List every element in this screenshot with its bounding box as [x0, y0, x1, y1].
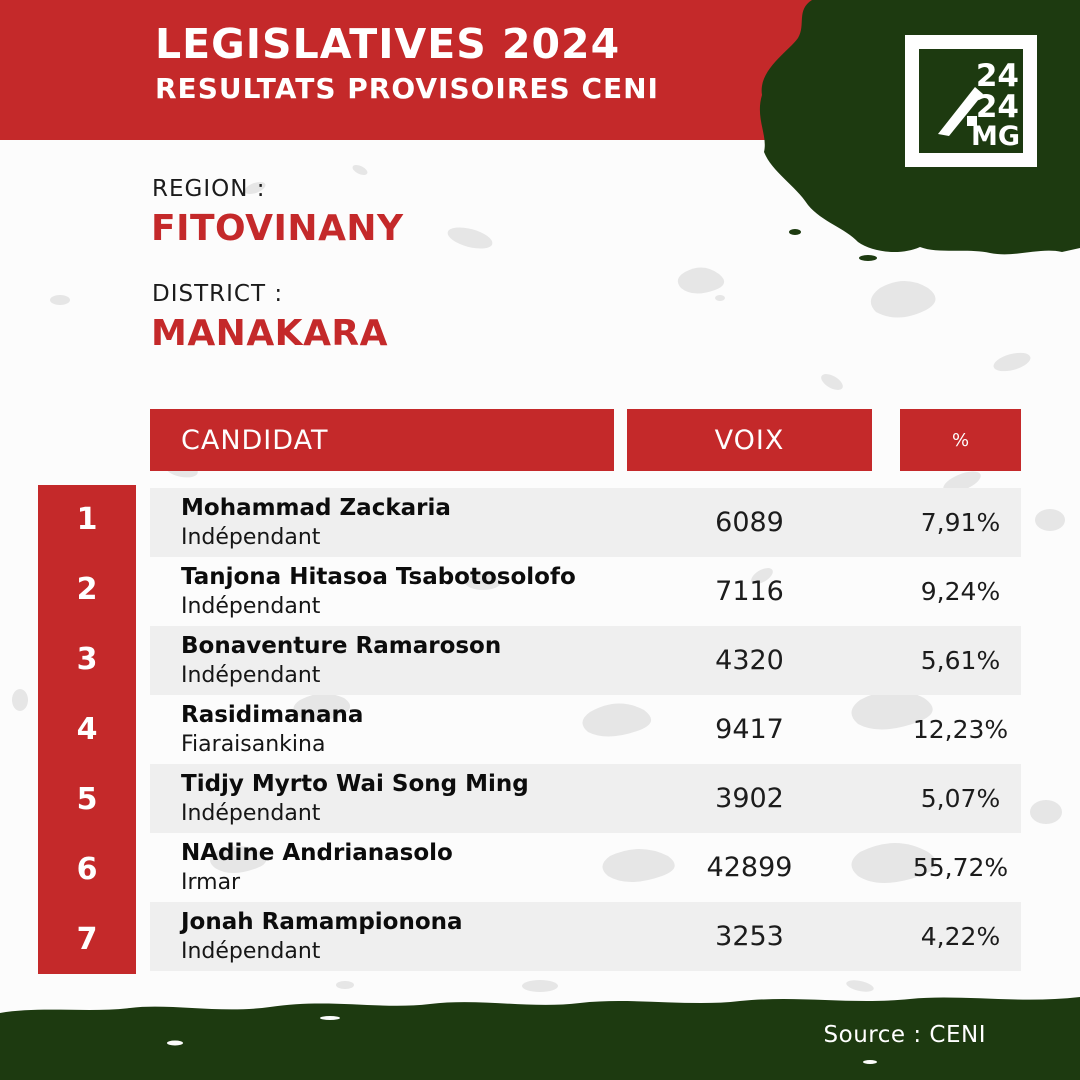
candidate-party: Indépendant [181, 939, 321, 965]
candidate-party: Fiaraisankina [181, 732, 326, 758]
candidate-party: Irmar [181, 870, 241, 896]
table-row: Jonah Ramampionona Indépendant 3253 4,22… [150, 902, 1021, 971]
percent-value: 55,72% [912, 853, 1009, 882]
table-row: Bonaventure Ramaroson Indépendant 4320 5… [150, 626, 1021, 695]
candidate-party: Indépendant [181, 663, 321, 689]
district-value: MANAKARA [151, 313, 389, 354]
votes-value: 42899 [706, 852, 793, 883]
candidate-name: Bonaventure Ramaroson [181, 633, 502, 659]
district-label: DISTRICT : [152, 281, 284, 307]
votes-value: 3902 [715, 783, 784, 814]
page-title: LEGISLATIVES 2024 [155, 20, 621, 68]
table-row: Rasidimanana Fiaraisankina 9417 12,23% [150, 695, 1021, 764]
table-row: Mohammad Zackaria Indépendant 6089 7,91% [150, 488, 1021, 557]
logo-square-dot-icon [967, 116, 977, 126]
column-header-voix: VOIX [627, 409, 872, 471]
logo-frame [905, 35, 1037, 167]
table-row: Tidjy Myrto Wai Song Ming Indépendant 39… [150, 764, 1021, 833]
logo-slash-icon [938, 87, 983, 136]
column-header-candidat: CANDIDAT [150, 409, 614, 471]
rank-cell: 3 [76, 642, 98, 678]
percent-value: 5,07% [920, 784, 1001, 813]
region-value: FITOVINANY [151, 208, 404, 249]
votes-value: 3253 [715, 921, 784, 952]
rank-cell: 7 [76, 921, 98, 957]
percent-value: 12,23% [912, 715, 1009, 744]
logo-text-middle: 24 [976, 89, 1019, 125]
candidate-name: Tidjy Myrto Wai Song Ming [181, 771, 529, 797]
rank-cell: 4 [76, 712, 98, 747]
table-row: Tanjona Hitasoa Tsabotosolofo Indépendan… [150, 557, 1021, 626]
table-row: NAdine Andrianasolo Irmar 42899 55,72% [150, 833, 1021, 902]
region-label: REGION : [152, 176, 266, 202]
votes-value: 9417 [715, 714, 784, 745]
rank-cell: 5 [76, 781, 98, 817]
rank-cell: 2 [76, 572, 98, 608]
percent-value: 7,91% [920, 508, 1001, 537]
candidate-name: Rasidimanana [181, 702, 364, 728]
candidate-name: Mohammad Zackaria [181, 495, 451, 521]
header-banner: LEGISLATIVES 2024 RESULTATS PROVISOIRES … [0, 0, 868, 140]
rank-cell: 6 [76, 851, 98, 887]
percent-value: 9,24% [920, 577, 1001, 606]
source-credit: Source : CENI [823, 1022, 986, 1048]
logo-text-top: 24 [976, 58, 1019, 94]
rank-cell: 1 [76, 502, 98, 538]
page-subtitle: RESULTATS PROVISOIRES CENI [155, 71, 659, 105]
percent-value: 4,22% [920, 922, 1001, 951]
candidate-name: Jonah Ramampionona [181, 909, 463, 935]
rank-column: 1 2 3 4 5 6 7 [38, 485, 136, 974]
candidate-party: Indépendant [181, 525, 321, 551]
votes-value: 6089 [715, 507, 784, 538]
candidate-party: Indépendant [181, 594, 321, 620]
results-table: Mohammad Zackaria Indépendant 6089 7,91%… [150, 488, 1021, 971]
votes-value: 4320 [715, 645, 784, 676]
column-header-percent: % [900, 409, 1021, 471]
candidate-party: Indépendant [181, 801, 321, 827]
candidate-name: NAdine Andrianasolo [181, 840, 453, 866]
votes-value: 7116 [715, 576, 784, 607]
candidate-name: Tanjona Hitasoa Tsabotosolofo [181, 564, 576, 590]
logo-24-24-mg: 24 24 MG [905, 35, 1037, 167]
logo-text-bottom: MG [971, 121, 1020, 152]
percent-value: 5,61% [920, 646, 1001, 675]
